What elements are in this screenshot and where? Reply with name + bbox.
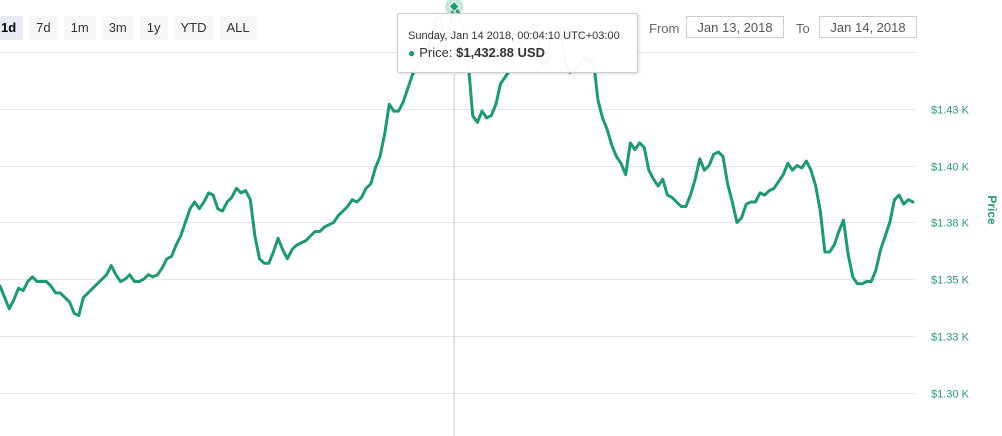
from-label: From: [649, 21, 680, 36]
y-tick-label: $1.43 K: [931, 105, 970, 117]
to-date-input[interactable]: Jan 14, 2018: [819, 16, 917, 38]
range-button-7d[interactable]: 7d: [29, 16, 58, 40]
range-button-1y[interactable]: 1y: [139, 16, 168, 40]
price-tooltip: Sunday, Jan 14 2018, 00:04:10 UTC+03:00 …: [397, 13, 638, 73]
series-dot-icon: ●: [408, 46, 416, 60]
range-button-1m[interactable]: 1m: [63, 16, 96, 40]
y-axis-ticks: $1.43 K $1.40 K $1.38 K $1.35 K $1.33 K $1.30…: [931, 105, 970, 401]
hover-point-marker: [445, 0, 464, 16]
range-button-ytd[interactable]: YTD: [173, 16, 214, 40]
tooltip-date: Sunday, Jan 14 2018, 00:04:10 UTC+03:00: [408, 30, 620, 42]
tooltip-price-row: ● Price: $1,432.88 USD: [408, 45, 545, 60]
y-tick-label: $1.33 K: [931, 332, 970, 344]
y-tick-label: $1.38 K: [931, 218, 970, 230]
from-date-input[interactable]: Jan 13, 2018: [686, 16, 784, 38]
y-tick-label: $1.40 K: [931, 162, 970, 174]
y-axis-title: Price: [985, 195, 999, 225]
tooltip-price-value: $1,432.88 USD: [456, 45, 546, 60]
range-button-1d[interactable]: 1d: [0, 16, 24, 40]
range-selector: 1d 7d 1m 3m 1y YTD ALL: [0, 16, 263, 40]
tooltip-series-label: Price:: [419, 45, 453, 60]
y-tick-label: $1.30 K: [931, 389, 970, 401]
to-label: To: [796, 21, 810, 36]
range-button-3m[interactable]: 3m: [101, 16, 134, 40]
marker-diamond: [448, 0, 460, 13]
range-button-all[interactable]: ALL: [219, 16, 257, 40]
grid-lines: [0, 52, 915, 394]
y-tick-label: $1.35 K: [931, 275, 970, 287]
price-series-line: [0, 5, 915, 318]
